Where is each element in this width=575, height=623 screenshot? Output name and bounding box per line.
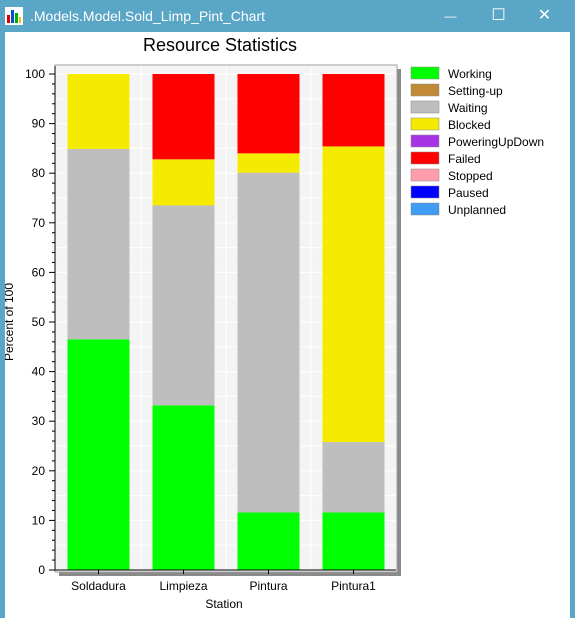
y-tick-label: 50: [32, 315, 46, 329]
resource-statistics-chart: Resource Statistics Soldadura Limpieza Pin…: [5, 32, 570, 618]
bar-chart-app-icon: [5, 7, 23, 25]
x-tick-label: Limpieza: [159, 579, 207, 593]
legend-label-poweringupdown: PoweringUpDown: [448, 135, 544, 149]
legend-label-working: Working: [448, 67, 492, 81]
y-tick-label: 90: [32, 117, 46, 131]
legend-label-setting-up: Setting-up: [448, 84, 503, 98]
legend: Working Setting-up Waiting Blocked PoweringU…: [411, 67, 544, 217]
y-tick-label: 0: [38, 563, 45, 577]
chart-area: Resource Statistics Soldadura Limpieza Pin…: [5, 32, 570, 618]
bar-segment-working-pintura1: [323, 512, 385, 570]
legend-swatch-working: [411, 67, 439, 79]
minimize-icon: —: [445, 9, 457, 23]
y-tick-label: 60: [32, 265, 46, 279]
bar-segment-waiting-limpieza: [153, 205, 215, 405]
y-tick-label: 40: [32, 365, 46, 379]
bar-segment-blocked-soldadura: [68, 74, 130, 149]
legend-label-failed: Failed: [448, 152, 481, 166]
title-bar[interactable]: .Models.Model.Sold_Limp_Pint_Chart — ☐ ✕: [0, 0, 575, 32]
maximize-button[interactable]: ☐: [476, 0, 521, 32]
legend-swatch-poweringupdown: [411, 135, 439, 147]
y-tick-label: 100: [25, 67, 45, 81]
y-tick-label: 10: [32, 513, 46, 527]
bar-segment-working-pintura: [238, 512, 300, 570]
legend-label-paused: Paused: [448, 186, 489, 200]
legend-swatch-paused: [411, 186, 439, 198]
window-title: .Models.Model.Sold_Limp_Pint_Chart: [30, 7, 265, 25]
bar-segment-waiting-soldadura: [68, 149, 130, 339]
legend-swatch-failed: [411, 152, 439, 164]
bar-segment-waiting-pintura: [238, 173, 300, 513]
legend-label-blocked: Blocked: [448, 118, 491, 132]
x-tick-label: Pintura1: [331, 579, 376, 593]
minimize-button[interactable]: —: [428, 0, 473, 32]
maximize-icon: ☐: [491, 7, 505, 24]
legend-swatch-waiting: [411, 101, 439, 113]
legend-label-waiting: Waiting: [448, 101, 488, 115]
bar-segment-blocked-pintura: [238, 153, 300, 172]
bar-segment-failed-limpieza: [153, 74, 215, 159]
legend-label-unplanned: Unplanned: [448, 203, 506, 217]
y-axis-label: Percent of 100: [5, 283, 16, 361]
x-axis-label: Station: [205, 597, 242, 611]
bar-segment-blocked-pintura1: [323, 146, 385, 442]
x-tick-label: Pintura: [249, 579, 287, 593]
legend-label-stopped: Stopped: [448, 169, 493, 183]
chart-title: Resource Statistics: [143, 35, 297, 55]
legend-swatch-blocked: [411, 118, 439, 130]
close-icon: ✕: [538, 7, 551, 24]
background-window-strip: [0, 618, 575, 623]
legend-swatch-unplanned: [411, 203, 439, 215]
bar-segment-failed-pintura: [238, 74, 300, 153]
legend-swatch-setting-up: [411, 84, 439, 96]
bar-segment-waiting-pintura1: [323, 442, 385, 512]
y-tick-label: 30: [32, 414, 46, 428]
y-tick-label: 20: [32, 464, 46, 478]
bar-segment-failed-pintura1: [323, 74, 385, 146]
legend-swatch-stopped: [411, 169, 439, 181]
bar-segment-blocked-limpieza: [153, 159, 215, 205]
close-button[interactable]: ✕: [522, 0, 567, 32]
bar-segment-working-limpieza: [153, 405, 215, 570]
y-tick-label: 70: [32, 216, 46, 230]
bar-segment-working-soldadura: [68, 339, 130, 570]
y-tick-label: 80: [32, 166, 46, 180]
x-tick-label: Soldadura: [71, 579, 126, 593]
